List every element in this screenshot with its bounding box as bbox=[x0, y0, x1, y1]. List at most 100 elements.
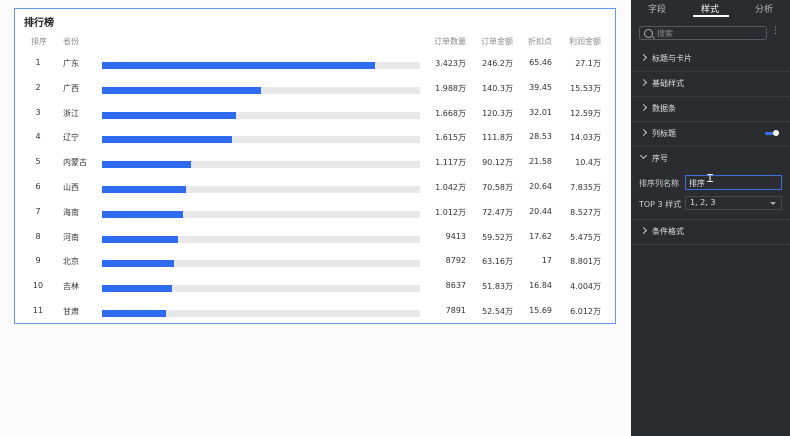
tab-style[interactable]: 样式 bbox=[701, 5, 720, 15]
row-profit: 12.59万 bbox=[570, 108, 601, 118]
row-province: 山西 bbox=[63, 183, 79, 192]
row-province: 吉林 bbox=[63, 282, 79, 292]
row-amount: 70.58万 bbox=[482, 183, 513, 192]
row-discount: 20.64 bbox=[529, 182, 552, 191]
data-bar-fill bbox=[102, 136, 233, 144]
search-placeholder: 搜索 bbox=[657, 29, 673, 38]
row-rank: 1 bbox=[35, 58, 41, 67]
chevron-down-icon bbox=[770, 202, 776, 205]
row-discount: 65.46 bbox=[529, 58, 552, 67]
row-orders: 8637 bbox=[445, 281, 466, 291]
chevron-right-icon bbox=[639, 103, 648, 112]
chevron-down-icon[interactable] bbox=[639, 151, 648, 160]
row-discount: 21.58 bbox=[529, 157, 552, 167]
row-amount: 140.3万 bbox=[482, 83, 513, 93]
more-icon[interactable]: ⋮ bbox=[771, 26, 780, 36]
chevron-right-icon bbox=[639, 53, 648, 62]
header-province: 省份 bbox=[63, 37, 79, 46]
card-title: 排行榜 bbox=[24, 18, 54, 29]
row-profit: 8.801万 bbox=[570, 257, 601, 267]
data-bar-track bbox=[102, 310, 420, 317]
section-title-card[interactable]: 标题与卡片 bbox=[631, 47, 790, 72]
row-orders: 1.042万 bbox=[435, 183, 466, 192]
section-serial: 序号 bbox=[631, 147, 790, 220]
data-bar-fill bbox=[102, 161, 192, 169]
style-panel: 字段 样式 分析 搜索 ⋮ 标题与卡片 基础样式 数据条 列标题 序号 排序列名… bbox=[631, 0, 790, 436]
search-icon bbox=[644, 29, 653, 38]
row-amount: 90.12万 bbox=[482, 158, 513, 168]
panel-tabs: 字段 样式 分析 bbox=[631, 0, 790, 18]
row-amount: 72.47万 bbox=[482, 207, 513, 217]
row-amount: 63.16万 bbox=[482, 257, 513, 267]
data-bar-track bbox=[102, 285, 420, 293]
top3-select[interactable]: 1, 2, 3 bbox=[685, 196, 782, 210]
section-label: 条件格式 bbox=[652, 227, 684, 236]
row-profit: 6.012万 bbox=[570, 307, 601, 316]
row-profit: 8.527万 bbox=[570, 207, 601, 217]
column-title-toggle[interactable] bbox=[765, 130, 779, 136]
row-profit: 10.4万 bbox=[575, 158, 601, 168]
section-label: 序号 bbox=[652, 154, 668, 163]
serial-name-input[interactable]: 排序 bbox=[685, 175, 782, 190]
header-profit: 利润金额 bbox=[569, 37, 601, 46]
section-label: 列标题 bbox=[652, 129, 676, 138]
tab-analysis[interactable]: 分析 bbox=[755, 5, 774, 15]
search-input[interactable]: 搜索 bbox=[639, 26, 767, 40]
data-bar-fill bbox=[102, 310, 166, 317]
row-profit: 7.835万 bbox=[570, 183, 601, 192]
section-basic-style[interactable]: 基础样式 bbox=[631, 72, 790, 97]
row-amount: 111.8万 bbox=[482, 133, 513, 143]
row-province: 浙江 bbox=[63, 108, 79, 118]
data-bar-fill bbox=[102, 235, 179, 243]
section-data-bar[interactable]: 数据条 bbox=[631, 97, 790, 122]
row-discount: 15.69 bbox=[529, 306, 552, 315]
ranking-card[interactable]: 排行榜 排序 省份 订单数量 订单金额 折扣点 利润金额 1 广东 3.423万 24… bbox=[14, 8, 616, 324]
section-column-title[interactable]: 列标题 bbox=[631, 122, 790, 147]
row-discount: 20.44 bbox=[529, 206, 552, 216]
row-rank: 2 bbox=[35, 82, 41, 92]
row-rank: 3 bbox=[35, 107, 41, 117]
row-orders: 1.012万 bbox=[435, 207, 466, 217]
header-amount: 订单金额 bbox=[481, 37, 513, 46]
row-rank: 4 bbox=[35, 132, 41, 142]
row-amount: 120.3万 bbox=[482, 108, 513, 118]
header-rank: 排序 bbox=[31, 37, 47, 46]
row-discount: 17.62 bbox=[529, 231, 552, 241]
row-province: 内蒙古 bbox=[63, 158, 87, 168]
data-bar-track bbox=[102, 260, 420, 268]
row-rank: 9 bbox=[35, 256, 41, 266]
text-cursor-icon: Ɪ bbox=[707, 172, 714, 185]
row-orders: 8792 bbox=[445, 256, 466, 266]
canvas: 排行榜 排序 省份 订单数量 订单金额 折扣点 利润金额 1 广东 3.423万 24… bbox=[14, 8, 616, 324]
row-amount: 59.52万 bbox=[482, 232, 513, 242]
row-profit: 5.475万 bbox=[570, 232, 601, 242]
tab-fields[interactable]: 字段 bbox=[648, 5, 667, 15]
row-orders: 3.423万 bbox=[435, 59, 466, 68]
row-amount: 246.2万 bbox=[482, 59, 513, 68]
data-bar-fill bbox=[102, 62, 376, 69]
row-profit: 27.1万 bbox=[575, 59, 601, 68]
row-rank: 7 bbox=[35, 206, 41, 216]
data-bar-fill bbox=[102, 111, 236, 119]
row-rank: 10 bbox=[32, 281, 44, 291]
row-amount: 52.54万 bbox=[482, 307, 513, 316]
row-discount: 28.53 bbox=[529, 132, 552, 142]
row-profit: 14.03万 bbox=[570, 133, 601, 143]
row-province: 河南 bbox=[63, 232, 79, 242]
top3-label: TOP 3 样式 bbox=[639, 200, 682, 209]
data-bar-track bbox=[102, 111, 420, 119]
top3-value: 1, 2, 3 bbox=[690, 198, 716, 207]
data-bar-fill bbox=[102, 285, 172, 293]
data-bar-track bbox=[102, 86, 420, 94]
row-rank: 11 bbox=[32, 306, 44, 315]
row-rank: 6 bbox=[35, 182, 41, 191]
section-label: 数据条 bbox=[652, 104, 676, 113]
data-bar-fill bbox=[102, 260, 174, 268]
row-province: 广西 bbox=[63, 83, 79, 93]
row-province: 北京 bbox=[63, 257, 79, 267]
row-rank: 8 bbox=[35, 231, 41, 241]
data-bar-track bbox=[102, 136, 420, 144]
serial-name-label: 排序列名称 bbox=[639, 179, 679, 188]
section-condition[interactable]: 条件格式 bbox=[631, 220, 790, 245]
row-profit: 4.004万 bbox=[570, 282, 601, 292]
